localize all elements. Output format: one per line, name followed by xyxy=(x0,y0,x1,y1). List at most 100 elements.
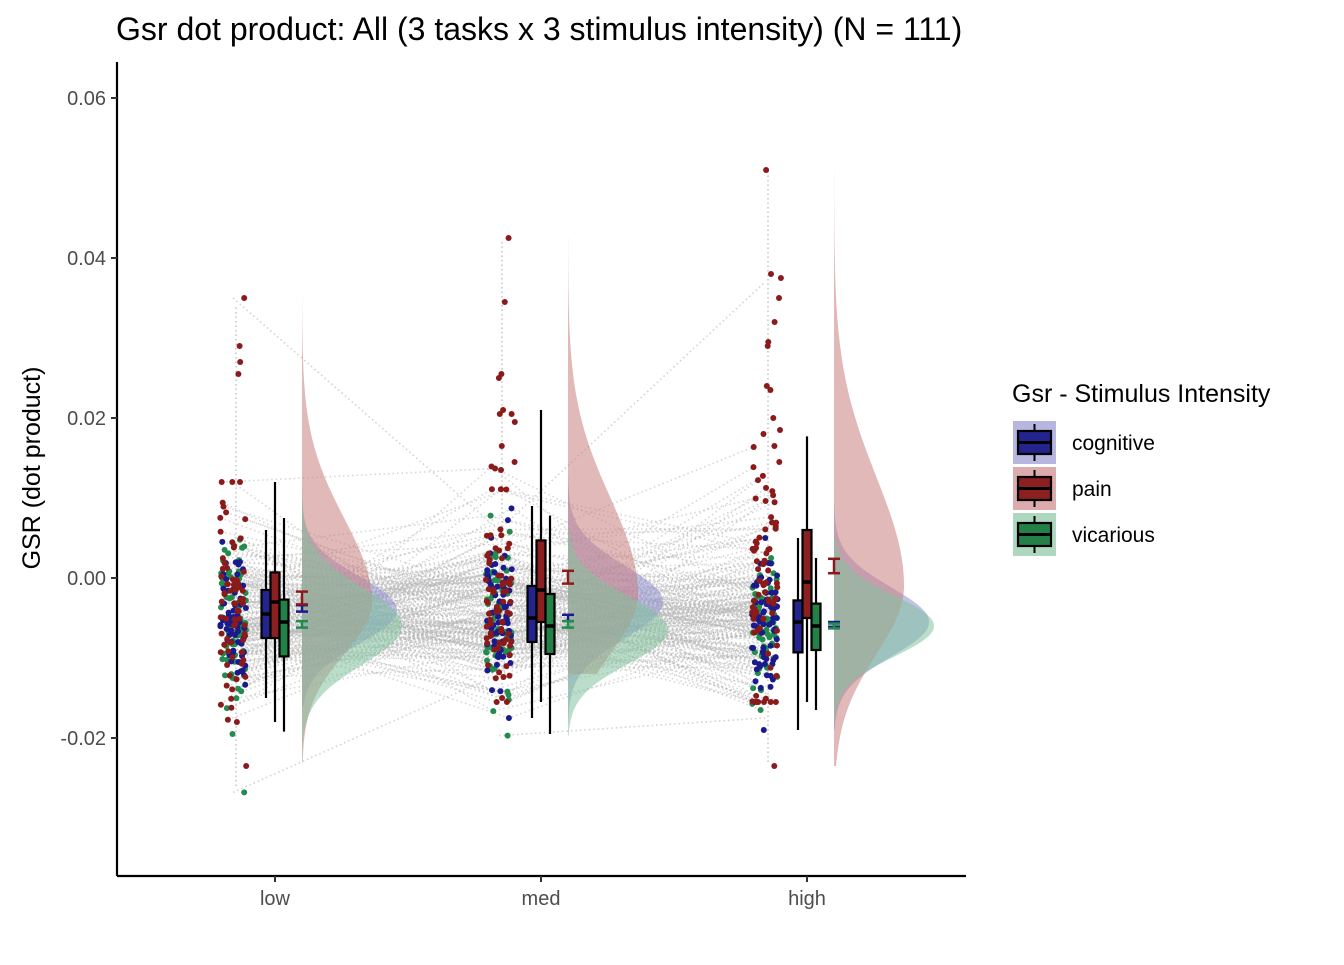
boxplot-vicarious-high xyxy=(810,558,822,710)
data-point-pain xyxy=(485,586,492,593)
data-point-pain xyxy=(773,672,780,679)
x-tick-label: low xyxy=(260,888,291,910)
outlier-point-pain xyxy=(763,167,770,173)
data-point-cognitive xyxy=(234,571,241,578)
outlier-point-pain xyxy=(501,299,508,305)
data-point-pain xyxy=(773,580,780,587)
outlier-point-pain xyxy=(496,411,503,417)
outlier-point-pain xyxy=(233,719,240,725)
outlier-point-pain xyxy=(495,375,502,381)
subject-line xyxy=(221,579,760,635)
data-point-cognitive xyxy=(774,572,781,579)
data-point-pain xyxy=(484,640,491,647)
subject-line xyxy=(227,567,755,703)
outlier-point-pain xyxy=(776,459,783,465)
boxplot-pain-low xyxy=(269,482,281,722)
data-point-pain xyxy=(240,637,247,643)
data-point-pain xyxy=(495,572,502,579)
data-point-pain xyxy=(507,598,514,605)
subject-line xyxy=(220,616,756,703)
outlier-point-vicarious xyxy=(504,732,511,739)
data-point-pain xyxy=(761,557,768,564)
data-point-cognitive xyxy=(484,567,491,574)
data-point-pain xyxy=(224,662,231,668)
data-point-cognitive xyxy=(758,599,765,606)
data-point-pain xyxy=(750,597,757,604)
subject-line xyxy=(228,597,775,655)
data-point-cognitive xyxy=(756,661,763,668)
data-point-pain xyxy=(485,662,492,669)
data-point-vicarious xyxy=(494,577,501,584)
data-point-pain xyxy=(749,545,756,552)
data-point-vicarious xyxy=(490,708,497,715)
data-point-pain xyxy=(238,649,245,656)
subject-line xyxy=(238,559,774,712)
data-point-cognitive xyxy=(767,642,774,649)
data-point-pain xyxy=(229,686,236,693)
data-point-pain xyxy=(483,623,490,630)
data-point-pain xyxy=(217,528,224,535)
data-point-pain xyxy=(759,472,766,479)
data-point-pain xyxy=(770,600,777,607)
subject-line xyxy=(229,581,758,637)
data-point-pain xyxy=(765,567,772,574)
data-point-cognitive xyxy=(223,626,230,632)
data-point-vicarious xyxy=(757,707,764,713)
data-point-pain xyxy=(493,609,500,615)
data-point-cognitive xyxy=(217,623,224,630)
data-point-vicarious xyxy=(759,636,766,643)
data-point-pain xyxy=(232,620,239,627)
outlier-point-cognitive xyxy=(760,727,767,733)
data-point-pain xyxy=(504,579,511,586)
mean-se-vicarious-high xyxy=(828,622,840,630)
data-point-vicarious xyxy=(483,648,490,655)
outlier-point-pain xyxy=(777,427,783,433)
data-point-pain xyxy=(750,615,757,622)
outlier-point-pain xyxy=(508,411,515,417)
data-point-cognitive xyxy=(504,517,511,524)
data-point-cognitive xyxy=(500,653,507,660)
data-point-pain xyxy=(772,525,779,532)
data-point-pain xyxy=(228,695,235,702)
data-point-cognitive xyxy=(219,538,226,545)
data-point-cognitive xyxy=(491,638,498,645)
data-point-cognitive xyxy=(494,661,500,668)
data-point-cognitive xyxy=(484,667,491,674)
data-point-pain xyxy=(766,598,772,605)
data-point-pain xyxy=(483,598,490,605)
data-point-pain xyxy=(768,514,775,521)
data-point-pain xyxy=(221,560,228,567)
data-point-vicarious xyxy=(504,688,511,695)
data-point-pain xyxy=(218,573,225,580)
data-point-pain xyxy=(507,642,514,649)
data-point-pain xyxy=(242,673,249,680)
data-point-cognitive xyxy=(760,648,767,655)
legend-item-pain: pain xyxy=(1013,467,1112,510)
density-cloud-vicarious-low xyxy=(302,482,402,793)
data-point-cognitive xyxy=(508,505,515,512)
data-point-vicarious xyxy=(506,528,513,535)
data-point-cognitive xyxy=(763,672,770,679)
data-point-cognitive xyxy=(773,636,780,643)
data-point-cognitive xyxy=(769,619,776,626)
data-point-pain xyxy=(753,558,760,565)
data-point-pain xyxy=(483,576,489,583)
outlier-point-pain xyxy=(764,343,771,349)
data-point-pain xyxy=(762,526,769,533)
data-point-vicarious xyxy=(487,512,494,519)
boxplot-cognitive-high xyxy=(792,538,804,730)
data-point-pain xyxy=(231,616,238,623)
data-point-cognitive xyxy=(497,688,504,695)
data-point-pain xyxy=(508,638,515,645)
data-point-pain xyxy=(234,583,241,590)
data-point-pain xyxy=(240,600,246,607)
data-point-pain xyxy=(217,649,224,656)
data-point-pain xyxy=(219,555,226,562)
data-point-pain xyxy=(219,565,226,572)
data-point-pain xyxy=(492,545,499,552)
data-point-pain xyxy=(755,566,762,573)
data-point-vicarious xyxy=(218,580,225,587)
data-point-pain xyxy=(487,630,494,637)
data-point-pain xyxy=(223,509,230,516)
